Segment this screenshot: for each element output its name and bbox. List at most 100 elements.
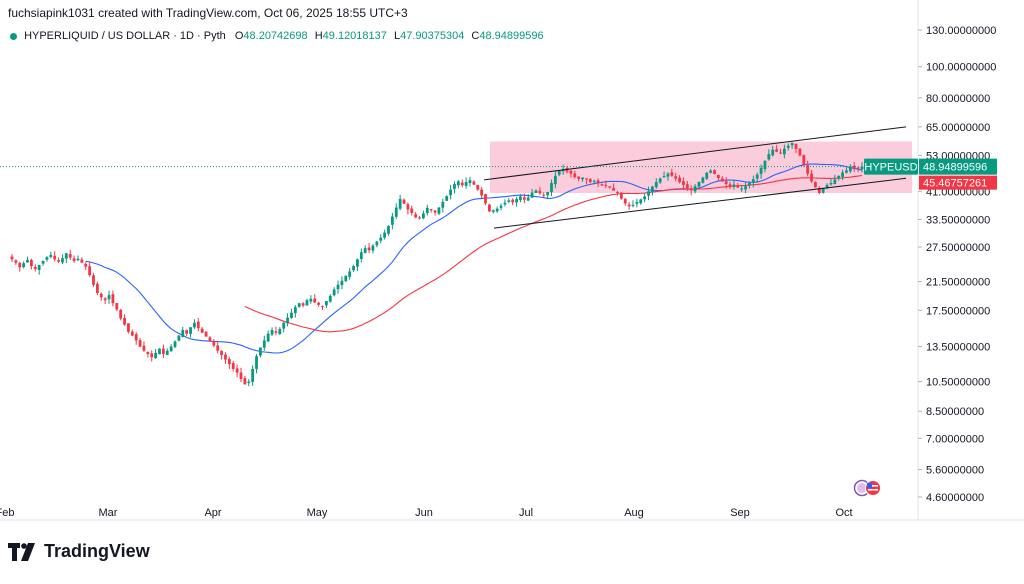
candle-body: [336, 284, 340, 290]
candle-body: [588, 179, 592, 183]
candle-body: [662, 176, 666, 178]
candle-body: [200, 328, 204, 333]
y-tick-label: 65.00000000: [926, 122, 990, 134]
candle-body: [635, 201, 639, 204]
candle-body: [841, 172, 844, 177]
candle-body: [817, 188, 821, 193]
channel-upper-line: [483, 126, 907, 181]
candle-body: [845, 170, 848, 173]
ma-price-tag-bg: [919, 175, 997, 190]
candle-body: [68, 254, 72, 258]
candle-body: [616, 191, 619, 193]
candle-body: [363, 248, 367, 253]
candle-body: [503, 202, 507, 205]
candle-body: [57, 260, 60, 262]
candle-body: [332, 289, 336, 296]
candle-body: [41, 260, 45, 264]
candle-body: [204, 331, 208, 337]
candle-body: [220, 350, 223, 356]
candle-body: [647, 191, 650, 196]
candle-body: [80, 259, 84, 263]
candle-body: [88, 266, 92, 276]
candle-body: [340, 280, 344, 286]
candle-body: [736, 185, 740, 188]
y-tick-label: 13.50000000: [926, 342, 990, 354]
candle-body: [608, 186, 612, 188]
candle-body: [216, 345, 220, 351]
candle-body: [798, 148, 802, 156]
ma-slow-line: [244, 174, 863, 333]
candle-body: [639, 199, 643, 204]
candle-body: [227, 359, 231, 365]
x-tick-label: Jul: [519, 507, 533, 519]
us-flag-icon[interactable]: [853, 479, 883, 497]
candle-body: [313, 298, 317, 303]
candle-body: [111, 294, 115, 304]
candle-body: [181, 329, 185, 337]
candle-body: [643, 196, 647, 200]
candle-body: [352, 266, 355, 271]
candle-body: [678, 177, 681, 183]
y-tick-label: 7.00000000: [926, 433, 984, 445]
candle-body: [189, 327, 192, 334]
candle-body: [243, 378, 247, 385]
candle-body: [534, 190, 538, 193]
candle-body: [511, 199, 515, 203]
candle-body: [348, 271, 352, 277]
candle-body: [701, 177, 705, 183]
candle-body: [394, 207, 398, 217]
open-label: O: [234, 30, 244, 42]
close-label: C: [471, 30, 480, 42]
candle-body: [464, 182, 468, 186]
y-tick-label: 100.00000000: [926, 62, 996, 74]
candle-body: [550, 183, 553, 193]
candle-body: [612, 188, 615, 191]
candle-body: [596, 180, 600, 184]
candle-body: [658, 178, 662, 183]
y-tick-label: 80.00000000: [926, 93, 990, 105]
candle-body: [697, 182, 701, 187]
candle-body: [33, 267, 37, 270]
candle-body: [406, 204, 410, 210]
candle-body: [92, 275, 95, 285]
candle-body: [95, 283, 99, 294]
candle-body: [127, 323, 130, 332]
candle-body: [674, 176, 678, 179]
y-tick-label: 8.50000000: [926, 406, 984, 418]
candle-body: [542, 194, 546, 196]
high-label: H: [314, 30, 323, 42]
candle-body: [154, 352, 158, 359]
candle-body: [740, 188, 744, 190]
candle-body: [623, 198, 627, 204]
candle-body: [530, 192, 534, 198]
x-tick-label: Jun: [415, 507, 433, 519]
candle-body: [169, 346, 173, 352]
candle-body: [806, 165, 810, 174]
candle-body: [239, 372, 243, 380]
candle-body: [103, 298, 107, 301]
candle-body: [26, 259, 29, 263]
candle-body: [130, 331, 134, 336]
candle-body: [693, 186, 697, 192]
candle-body: [689, 189, 693, 191]
symbol-name[interactable]: HYPERLIQUID / US DOLLAR · 1D · Pyth: [24, 30, 226, 42]
candle-body: [573, 173, 577, 178]
channel-lower-line: [493, 177, 907, 229]
candle-body: [713, 170, 716, 174]
candle-body: [107, 295, 111, 300]
candle-body: [682, 181, 685, 185]
candle-body: [356, 259, 359, 267]
candle-body: [324, 300, 328, 306]
tradingview-logo-icon: [8, 542, 35, 561]
candle-body: [224, 354, 227, 360]
candle-body: [414, 214, 418, 218]
candle-body: [146, 352, 150, 354]
candle-body: [744, 186, 747, 190]
y-tick-label: 4.60000000: [926, 492, 984, 504]
tradingview-logo[interactable]: TradingView: [8, 541, 150, 562]
candle-body: [344, 275, 348, 282]
candle-body: [709, 170, 713, 173]
candle-body: [45, 257, 49, 260]
